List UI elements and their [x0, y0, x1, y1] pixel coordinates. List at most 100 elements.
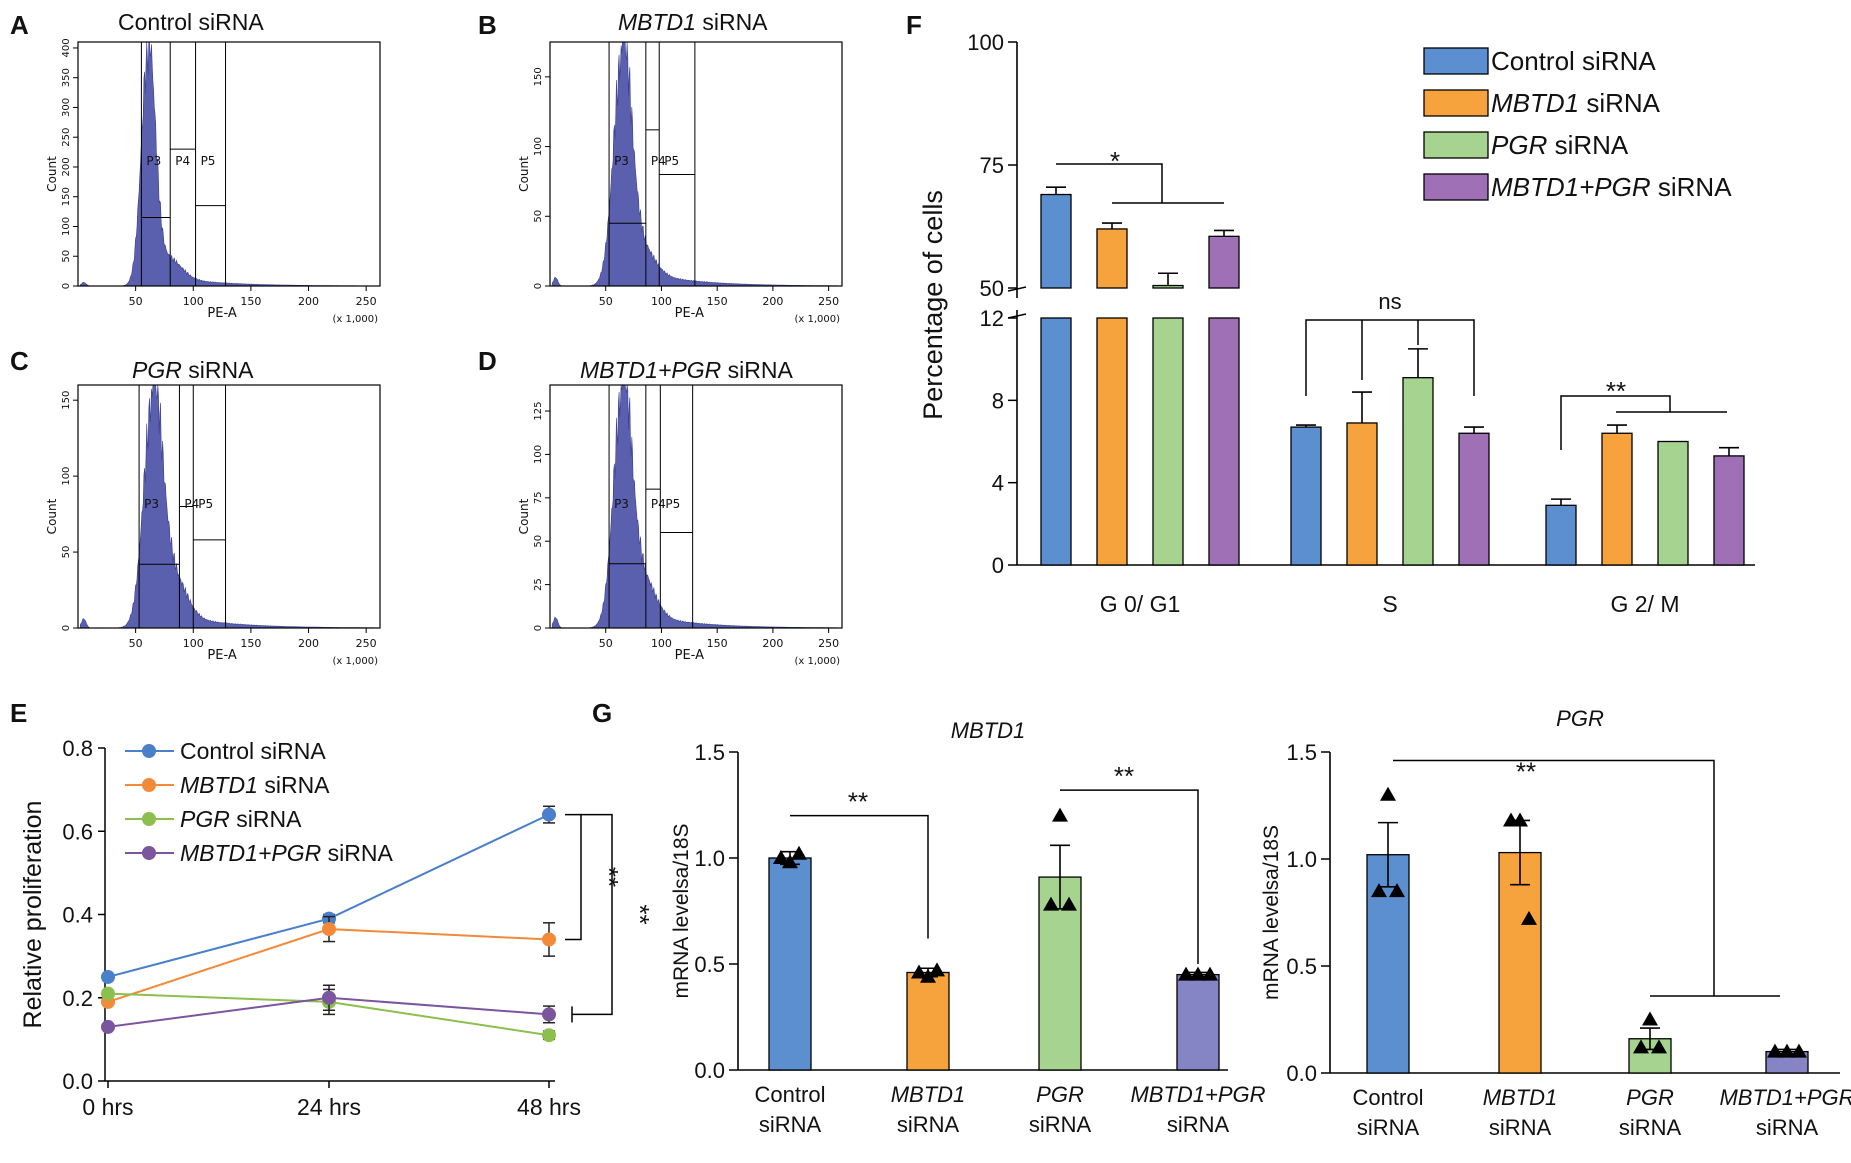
x-category-label-line1: MBTD1 — [1483, 1085, 1558, 1110]
legend-label-rest: siRNA — [230, 806, 302, 832]
y-tick-label: 0.0 — [694, 1058, 725, 1083]
bar — [1545, 504, 1577, 566]
bar — [1208, 235, 1240, 289]
x-category-label-line1-rest: Control — [755, 1082, 826, 1107]
legend-swatch — [1423, 47, 1489, 75]
data-point — [542, 1007, 556, 1022]
y-tick-label: 0 — [992, 553, 1004, 578]
x-category-label-line2: siRNA — [1167, 1112, 1230, 1137]
hist-title-d: MBTD1+PGR siRNA — [580, 357, 793, 383]
chart-title: PGR — [1556, 706, 1604, 731]
y-tick-label: 12 — [980, 306, 1004, 331]
legend-marker — [142, 744, 156, 758]
gate-label-p4: P4 — [175, 154, 190, 168]
x-unit-label: (x 1,000) — [332, 656, 378, 667]
bar — [768, 857, 812, 1071]
x-tick-label: 100 — [183, 637, 204, 650]
legend-label-italic: MBTD1 — [180, 772, 258, 798]
panel-letter-g: G — [592, 698, 612, 728]
y-tick-label: 350 — [61, 68, 72, 87]
legend-marker — [142, 778, 156, 792]
x-tick-label: 200 — [298, 637, 319, 650]
bar — [1402, 377, 1434, 566]
x-tick-label: 0 hrs — [82, 1094, 133, 1120]
x-tick-label: 50 — [129, 295, 143, 308]
x-category-label-line1: PGR — [1626, 1085, 1674, 1110]
gate-label-p4: P4 — [651, 497, 666, 511]
chart-title: MBTD1 — [951, 718, 1026, 743]
x-tick-label: 150 — [240, 295, 261, 308]
legend-label-rest: Control siRNA — [180, 738, 326, 764]
legend-label: MBTD1+PGR siRNA — [1491, 172, 1732, 202]
data-point — [101, 1019, 115, 1034]
y-tick-label: 1.0 — [1286, 847, 1317, 872]
data-point — [773, 850, 789, 864]
data-point — [1791, 1043, 1807, 1058]
data-point — [1052, 807, 1068, 822]
y-tick-label: 300 — [61, 98, 72, 117]
x-category-label-line1: Control — [1353, 1085, 1424, 1110]
data-point — [1521, 910, 1537, 925]
x-category-label-line1: MBTD1 — [891, 1082, 966, 1107]
y-tick-label: 150 — [533, 67, 544, 86]
x-category-label-line1-italic: MBTD1 — [891, 1082, 966, 1107]
x-tick-label: 100 — [651, 295, 672, 308]
y-axis-label: Count — [45, 498, 59, 534]
bar — [1657, 440, 1689, 566]
bar-lower — [1040, 317, 1072, 566]
data-point — [1633, 1039, 1649, 1054]
x-category-label-line2: siRNA — [1756, 1115, 1819, 1140]
significance-bracket — [1560, 395, 1671, 450]
x-category-label-line1-italic: PGR — [1036, 1082, 1084, 1107]
gate-label-p5: P5 — [201, 154, 216, 168]
x-category-label-line1-rest: Control — [1353, 1085, 1424, 1110]
y-tick-label: 50 — [980, 276, 1004, 301]
hist-title-c: PGR siRNA — [132, 357, 254, 383]
bar-break-gap — [1208, 289, 1240, 317]
x-axis-label: PE-A — [207, 306, 236, 321]
panel-letter-b: B — [478, 10, 497, 40]
significance-bracket — [1305, 319, 1475, 396]
bar — [1096, 228, 1128, 289]
data-point — [782, 854, 798, 869]
data-point — [1779, 1043, 1795, 1058]
legend-swatch — [1423, 89, 1489, 117]
y-tick-label: 100 — [61, 217, 72, 236]
significance-bracket — [565, 813, 582, 941]
y-tick-label: 400 — [61, 38, 72, 57]
x-category-label-line2: siRNA — [1489, 1115, 1552, 1140]
y-tick-label: 100 — [967, 30, 1004, 55]
x-category-label-line2: siRNA — [897, 1112, 960, 1137]
bar-break-gap — [1152, 289, 1184, 317]
x-tick-label: 48 hrs — [517, 1094, 581, 1120]
bar — [1176, 973, 1220, 1071]
hist-title-d-italic: MBTD1+PGR — [580, 357, 721, 383]
gate-label-p4: P4 — [184, 497, 199, 511]
gate-label-p3: P3 — [144, 497, 159, 511]
hist-title-b-italic: MBTD1 — [618, 9, 696, 35]
y-tick-label: 150 — [61, 187, 72, 206]
y-tick-label: 75 — [533, 491, 544, 504]
histogram-fill — [80, 41, 376, 287]
x-tick-label: 24 hrs — [297, 1094, 361, 1120]
y-tick-label: 0.8 — [62, 736, 93, 761]
x-tick-label: 100 — [651, 637, 672, 650]
data-point — [101, 986, 115, 1001]
data-point — [1651, 1039, 1667, 1054]
x-tick-label: 250 — [818, 637, 839, 650]
x-category-label: S — [1382, 591, 1397, 617]
legend-label: MBTD1 siRNA — [1491, 88, 1661, 118]
plot-frame — [77, 41, 381, 287]
legend-label: MBTD1 siRNA — [180, 772, 330, 798]
x-category-label-line2: siRNA — [759, 1112, 822, 1137]
legend-swatch — [1423, 131, 1489, 159]
hist-title-c-rest: siRNA — [182, 357, 254, 383]
data-point — [791, 845, 807, 860]
y-tick-label: 125 — [533, 401, 544, 420]
significance-label: ns — [1378, 289, 1401, 314]
histogram-d: P3 P4 P5 50 100 150 200 250 PE-A (x 1,000) 0 25 50 75… — [517, 384, 843, 667]
y-tick-label: 150 — [61, 391, 72, 410]
